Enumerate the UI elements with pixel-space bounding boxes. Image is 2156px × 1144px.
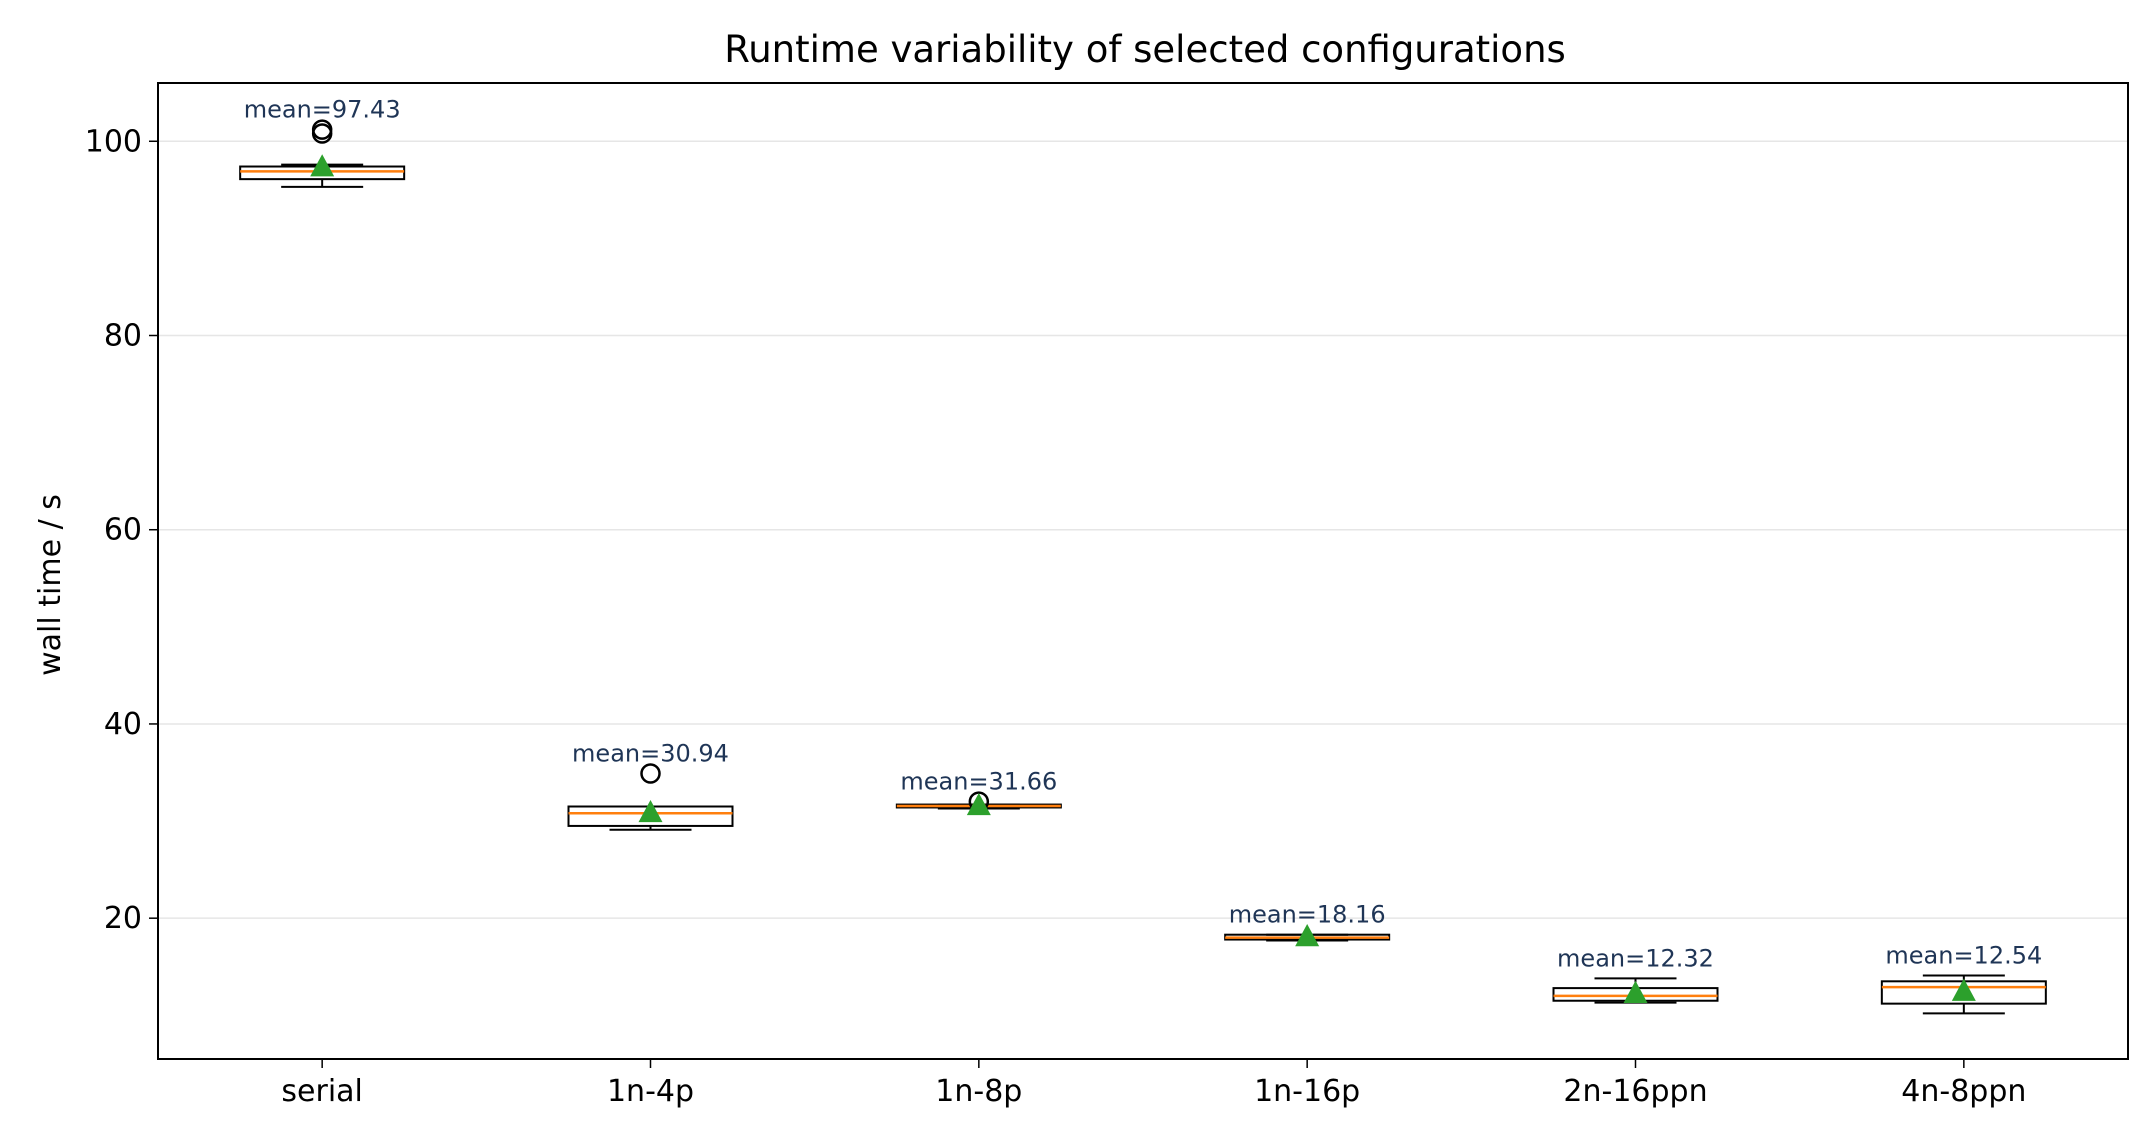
y-tick-label: 20: [104, 901, 142, 936]
mean-marker: [966, 792, 991, 816]
x-tick-label: 1n-8p: [935, 1074, 1022, 1109]
mean-annotation: mean=30.94: [572, 739, 729, 767]
box-1n-16p: [1224, 924, 1391, 947]
mean-marker: [1623, 980, 1648, 1003]
box-2n-16ppn: [1552, 977, 1719, 1004]
outlier-point: [311, 123, 333, 144]
plot-frame: [157, 82, 2129, 1060]
mean-annotation: mean=97.43: [244, 96, 401, 124]
mean-marker: [1951, 978, 1976, 1001]
mean-marker: [310, 154, 335, 177]
x-tick-label: 4n-8ppn: [1901, 1074, 2026, 1109]
box-serial: [239, 119, 406, 188]
mean-marker: [638, 799, 663, 823]
mean-annotation: mean=31.66: [900, 768, 1057, 796]
chart-title: Runtime variability of selected configur…: [724, 28, 1566, 71]
y-tick-label: 100: [85, 124, 142, 159]
mean-annotation: mean=12.54: [1885, 941, 2042, 969]
grid-layer: [158, 140, 2128, 919]
box-1n-4p: [567, 763, 734, 831]
box-1n-8p: [895, 791, 1062, 816]
y-tick-label: 80: [104, 318, 142, 353]
x-tick-label: 1n-4p: [607, 1074, 694, 1109]
y-tick-label: 40: [104, 707, 142, 742]
mean-marker: [1295, 924, 1320, 947]
box-layer: [239, 119, 2047, 1015]
box-4n-8ppn: [1880, 974, 2047, 1015]
y-tick-label: 60: [104, 513, 142, 548]
annotation-layer: mean=97.43 mean=30.94 mean=31.66 mean=18.16…: [244, 96, 2043, 973]
axis-layer: 20 40 60 80 100 serial 1n-4p 1n-8p 1n-16p 2n-16pp…: [85, 82, 2129, 1109]
x-tick-label: serial: [281, 1074, 362, 1109]
outlier-point: [640, 763, 661, 784]
mean-annotation: mean=12.32: [1557, 944, 1714, 972]
x-tick-label: 2n-16ppn: [1563, 1074, 1707, 1109]
mean-annotation: mean=18.16: [1229, 901, 1386, 929]
x-tick-label: 1n-16p: [1254, 1074, 1360, 1109]
y-axis-label: wall time / s: [33, 494, 68, 676]
